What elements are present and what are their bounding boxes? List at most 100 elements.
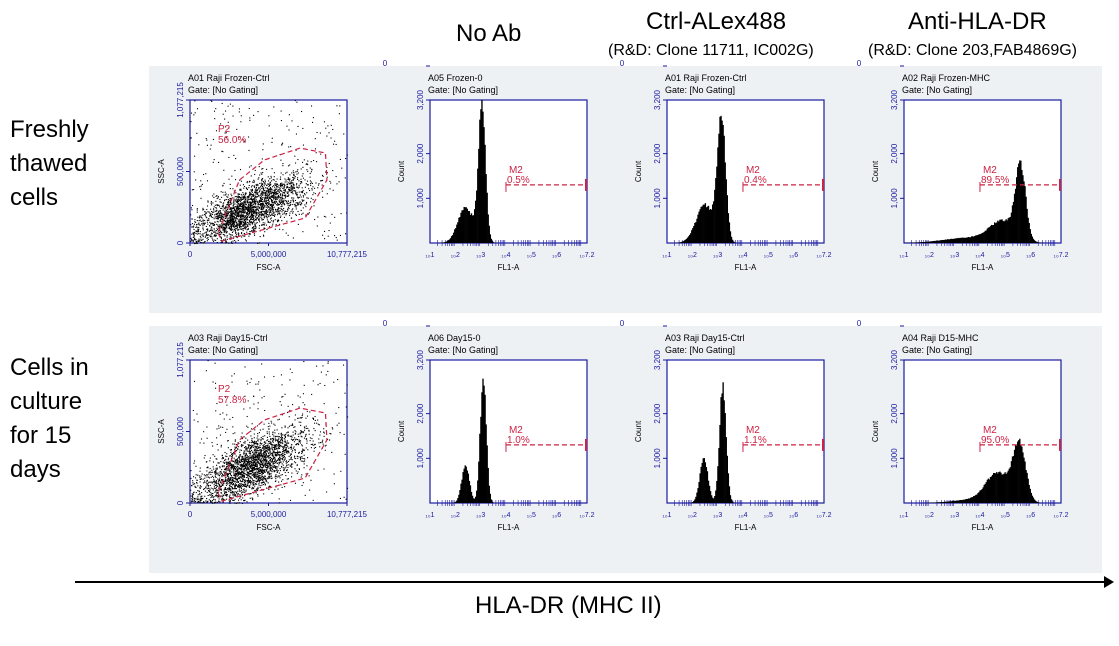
- event-dot: [233, 474, 235, 476]
- event-dot: [254, 225, 256, 227]
- event-dot: [233, 190, 235, 192]
- event-dot: [193, 419, 195, 421]
- event-dot: [298, 196, 300, 198]
- event-dot: [302, 127, 304, 130]
- event-dot: [241, 228, 243, 230]
- event-dot: [214, 499, 216, 501]
- event-dot: [229, 210, 231, 213]
- event-dot: [264, 466, 267, 468]
- event-dot: [201, 234, 203, 236]
- event-dot: [258, 446, 260, 448]
- event-dot: [302, 402, 304, 404]
- event-dot: [225, 494, 227, 497]
- event-dot: [217, 449, 219, 451]
- event-dot: [222, 457, 224, 459]
- event-dot: [231, 466, 233, 468]
- event-dot: [286, 411, 289, 414]
- event-dot: [254, 189, 256, 191]
- event-dot: [297, 223, 299, 225]
- event-dot: [280, 183, 282, 185]
- y-tick-label: 500,000: [176, 416, 185, 445]
- event-dot: [243, 481, 246, 483]
- event-dot: [216, 233, 218, 235]
- event-dot: [281, 204, 283, 206]
- event-dot: [245, 463, 247, 465]
- event-dot: [256, 190, 258, 192]
- event-dot: [303, 159, 305, 161]
- event-dot: [225, 198, 227, 201]
- event-dot: [253, 487, 255, 489]
- event-dot: [302, 173, 304, 175]
- event-dot: [290, 185, 292, 187]
- event-dot: [264, 459, 266, 461]
- event-dot: [310, 105, 313, 107]
- event-dot: [224, 472, 226, 474]
- event-dot: [262, 172, 264, 174]
- event-dot: [215, 488, 217, 490]
- event-dot: [218, 462, 220, 464]
- event-dot: [222, 215, 224, 217]
- event-dot: [298, 417, 300, 419]
- event-dot: [286, 451, 288, 453]
- event-dot: [278, 212, 280, 214]
- event-dot: [221, 495, 223, 497]
- event-dots: [190, 100, 348, 245]
- event-dot: [245, 452, 247, 454]
- event-dot: [232, 223, 234, 225]
- event-dot: [298, 202, 300, 204]
- event-dot: [283, 456, 286, 458]
- event-dot: [206, 480, 208, 482]
- event-dot: [267, 214, 269, 216]
- event-dot: [344, 453, 346, 455]
- histogram-bar: [983, 231, 985, 243]
- histogram-bar: [917, 242, 919, 243]
- histogram-bar: [475, 200, 477, 243]
- event-dot: [240, 459, 242, 461]
- event-dot: [207, 494, 209, 497]
- event-dot: [259, 389, 261, 391]
- event-dot: [194, 112, 196, 114]
- event-dot: [218, 475, 220, 477]
- event-dot: [287, 466, 289, 469]
- event-dot: [264, 199, 266, 201]
- event-dot: [236, 200, 238, 202]
- event-dot: [229, 201, 231, 203]
- event-dot: [297, 203, 299, 205]
- event-dot: [234, 480, 236, 482]
- event-dot: [262, 196, 264, 199]
- event-dot: [251, 208, 253, 210]
- event-dot: [265, 212, 268, 214]
- event-dot: [274, 440, 277, 442]
- event-dot: [278, 204, 280, 206]
- event-dot: [313, 192, 315, 194]
- event-dot: [265, 215, 267, 218]
- event-dot: [205, 138, 207, 140]
- event-dot: [285, 443, 287, 445]
- event-dot: [195, 232, 197, 235]
- plot-title: A02 Raji Frozen-MHC: [902, 73, 991, 83]
- event-dot: [240, 211, 242, 214]
- event-dot: [251, 213, 254, 216]
- event-dot: [194, 237, 196, 239]
- event-dot: [207, 229, 209, 231]
- event-dot: [270, 183, 272, 185]
- event-dot: [193, 223, 195, 225]
- event-dot: [316, 365, 318, 367]
- event-dot: [240, 454, 242, 456]
- event-dot: [304, 204, 306, 206]
- event-dot: [270, 442, 272, 444]
- event-dot: [314, 187, 316, 189]
- event-dot: [259, 472, 261, 475]
- event-dot: [197, 496, 199, 498]
- event-dot: [228, 203, 230, 205]
- event-dot: [223, 227, 225, 229]
- event-dot: [243, 203, 245, 205]
- event-dot: [276, 450, 279, 452]
- event-dot: [278, 210, 280, 212]
- event-dot: [264, 451, 266, 453]
- event-dot: [267, 463, 269, 465]
- event-dot: [262, 177, 264, 180]
- event-dot: [243, 450, 245, 452]
- event-dot: [271, 198, 273, 201]
- histogram-bar: [702, 204, 704, 243]
